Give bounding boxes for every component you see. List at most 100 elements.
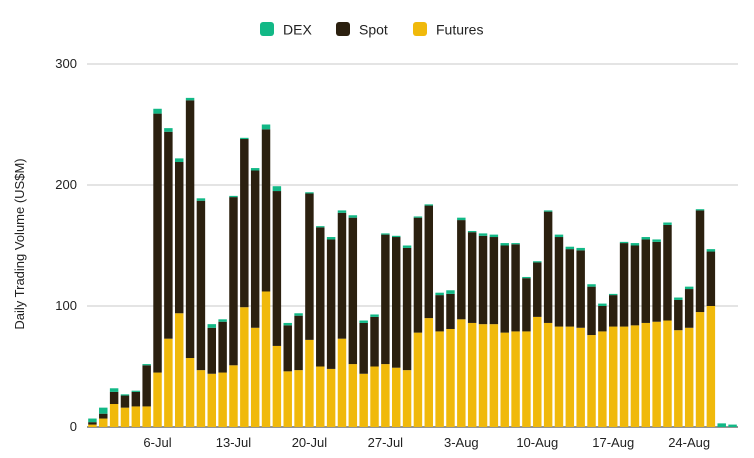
x-axis-ticks: 6-Jul 13-Jul 20-Jul 27-Jul 3-Aug 10-Aug 17-Aug… (143, 435, 710, 450)
bar-futures (207, 373, 217, 427)
bar-futures (218, 372, 227, 427)
bar-dex (120, 394, 130, 396)
bar-dex (576, 247, 585, 251)
bar-dex (717, 423, 726, 427)
bar-futures (391, 367, 401, 427)
bar-spot (164, 131, 173, 339)
bar-spot (109, 391, 119, 405)
bar-spot (511, 244, 520, 332)
bar-futures (196, 370, 206, 427)
bar-dex (185, 97, 195, 101)
bar-dex (663, 222, 672, 225)
bar-dex (533, 261, 542, 263)
bar-spot (522, 278, 531, 332)
bar-futures (435, 331, 444, 427)
bar-dex (240, 137, 249, 140)
y-tick-label: 100 (55, 298, 77, 313)
bar-futures (305, 339, 314, 427)
bar-spot (435, 295, 444, 332)
bar-spot (608, 295, 618, 327)
x-tick-label: 17-Aug (592, 435, 634, 450)
bar-futures (185, 358, 195, 427)
bar-spot (619, 243, 629, 327)
bar-dex (674, 297, 683, 300)
bar-dex (88, 418, 97, 423)
bar-futures (153, 372, 162, 427)
y-axis-ticks: 0 100 200 300 (55, 56, 77, 434)
bar-dex (500, 243, 509, 246)
bar-spot (706, 251, 716, 306)
bar-spot (695, 210, 705, 313)
bar-futures (587, 335, 596, 427)
bar-dex (109, 388, 119, 392)
bar-dex (283, 322, 292, 326)
bar-futures (109, 404, 119, 427)
bar-dex (391, 235, 401, 238)
bar-dex (435, 292, 444, 296)
bar-futures (424, 318, 434, 427)
bar-futures (229, 365, 238, 427)
bar-spot (142, 365, 151, 407)
legend-swatch-dex (260, 22, 274, 36)
bar-dex (261, 124, 271, 130)
bar-futures (99, 418, 108, 427)
bar-dex (424, 204, 434, 206)
bar-futures (522, 331, 531, 427)
bar-spot (446, 293, 455, 329)
bar-futures (131, 406, 141, 427)
bar-futures (478, 324, 488, 427)
bar-dex (99, 407, 108, 414)
bar-futures (381, 364, 390, 427)
bar-futures (316, 366, 325, 427)
bar-dex (522, 276, 531, 279)
bar-dex (478, 233, 488, 236)
bar-spot (598, 306, 607, 332)
bar-dex (402, 245, 412, 248)
bar-futures (674, 330, 683, 427)
bar-dex (565, 246, 575, 250)
bar-spot (663, 224, 672, 321)
y-axis-title: Daily Trading Volume (US$M) (12, 158, 27, 329)
bar-dex (142, 364, 151, 366)
bar-spot (641, 239, 651, 323)
bar-spot (229, 197, 238, 366)
bar-spot (674, 299, 683, 331)
bar-futures (608, 326, 618, 427)
bar-dex (359, 320, 368, 323)
bar-futures (511, 331, 520, 427)
bar-futures (164, 338, 173, 427)
bar-futures (261, 291, 271, 427)
bars (88, 97, 737, 427)
bar-futures (359, 373, 368, 427)
bar-dex (652, 239, 661, 242)
bar-spot (489, 237, 499, 325)
bar-futures (142, 406, 151, 427)
bar-futures (294, 370, 303, 427)
bar-dex (641, 237, 651, 240)
bar-futures (695, 312, 705, 427)
bar-dex (164, 128, 173, 132)
bar-spot (337, 212, 347, 339)
x-tick-label: 10-Aug (516, 435, 558, 450)
bar-dex (457, 217, 466, 221)
bar-spot (240, 139, 249, 308)
bar-dex (511, 243, 520, 245)
bar-spot (587, 286, 596, 336)
bar-spot (326, 239, 336, 369)
bar-dex (554, 234, 564, 238)
bar-dex (174, 158, 184, 163)
bar-spot (250, 170, 260, 328)
bar-futures (413, 332, 423, 427)
bar-futures (283, 371, 292, 427)
bar-spot (533, 262, 542, 317)
bar-dex (587, 284, 596, 287)
bar-dex (272, 186, 282, 192)
bar-spot (500, 245, 509, 333)
bar-spot (196, 200, 206, 371)
bar-futures (652, 321, 661, 427)
x-tick-label: 3-Aug (444, 435, 479, 450)
bar-dex (337, 210, 347, 213)
bar-spot (391, 237, 401, 368)
bar-dex (706, 249, 716, 252)
bar-futures (489, 324, 499, 427)
